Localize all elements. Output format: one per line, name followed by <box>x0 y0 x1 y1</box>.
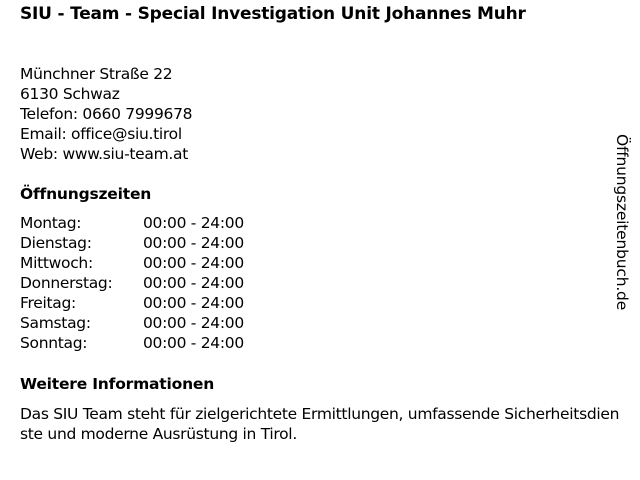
info-heading: Weitere Informationen <box>20 375 215 393</box>
hours-row: Samstag: 00:00 - 24:00 <box>20 313 244 333</box>
email: Email: office@siu.tirol <box>20 125 182 143</box>
street: Münchner Straße 22 <box>20 65 173 83</box>
time: 00:00 - 24:00 <box>143 334 244 352</box>
info-text: Das SIU Team steht für zielgerichtete Er… <box>20 405 620 443</box>
business-title: SIU - Team - Special Investigation Unit … <box>20 4 526 24</box>
day: Montag: <box>20 214 82 232</box>
time: 00:00 - 24:00 <box>143 214 244 232</box>
time: 00:00 - 24:00 <box>143 234 244 252</box>
hours-heading: Öffnungszeiten <box>20 185 152 203</box>
hours-row: Sonntag: 00:00 - 24:00 <box>20 333 244 353</box>
city: 6130 Schwaz <box>20 85 120 103</box>
day: Dienstag: <box>20 234 92 252</box>
hours-row: Donnerstag: 00:00 - 24:00 <box>20 273 244 293</box>
day: Donnerstag: <box>20 274 113 292</box>
day: Sonntag: <box>20 334 88 352</box>
hours-row: Mittwoch: 00:00 - 24:00 <box>20 253 244 273</box>
day: Samstag: <box>20 314 91 332</box>
time: 00:00 - 24:00 <box>143 314 244 332</box>
hours-table: Montag: 00:00 - 24:00 Dienstag: 00:00 - 24… <box>20 213 244 353</box>
time: 00:00 - 24:00 <box>143 274 244 292</box>
phone: Telefon: 0660 7999678 <box>20 105 193 123</box>
day: Mittwoch: <box>20 254 93 272</box>
day: Freitag: <box>20 294 76 312</box>
hours-row: Freitag: 00:00 - 24:00 <box>20 293 244 313</box>
time: 00:00 - 24:00 <box>143 294 244 312</box>
website: Web: www.siu-team.at <box>20 145 188 163</box>
hours-row: Montag: 00:00 - 24:00 <box>20 213 244 233</box>
time: 00:00 - 24:00 <box>143 254 244 272</box>
side-brand-label: Öffnungszeitenbuch.de <box>613 134 631 311</box>
address-block: Münchner Straße 22 6130 Schwaz Telefon: … <box>20 64 193 164</box>
hours-row: Dienstag: 00:00 - 24:00 <box>20 233 244 253</box>
